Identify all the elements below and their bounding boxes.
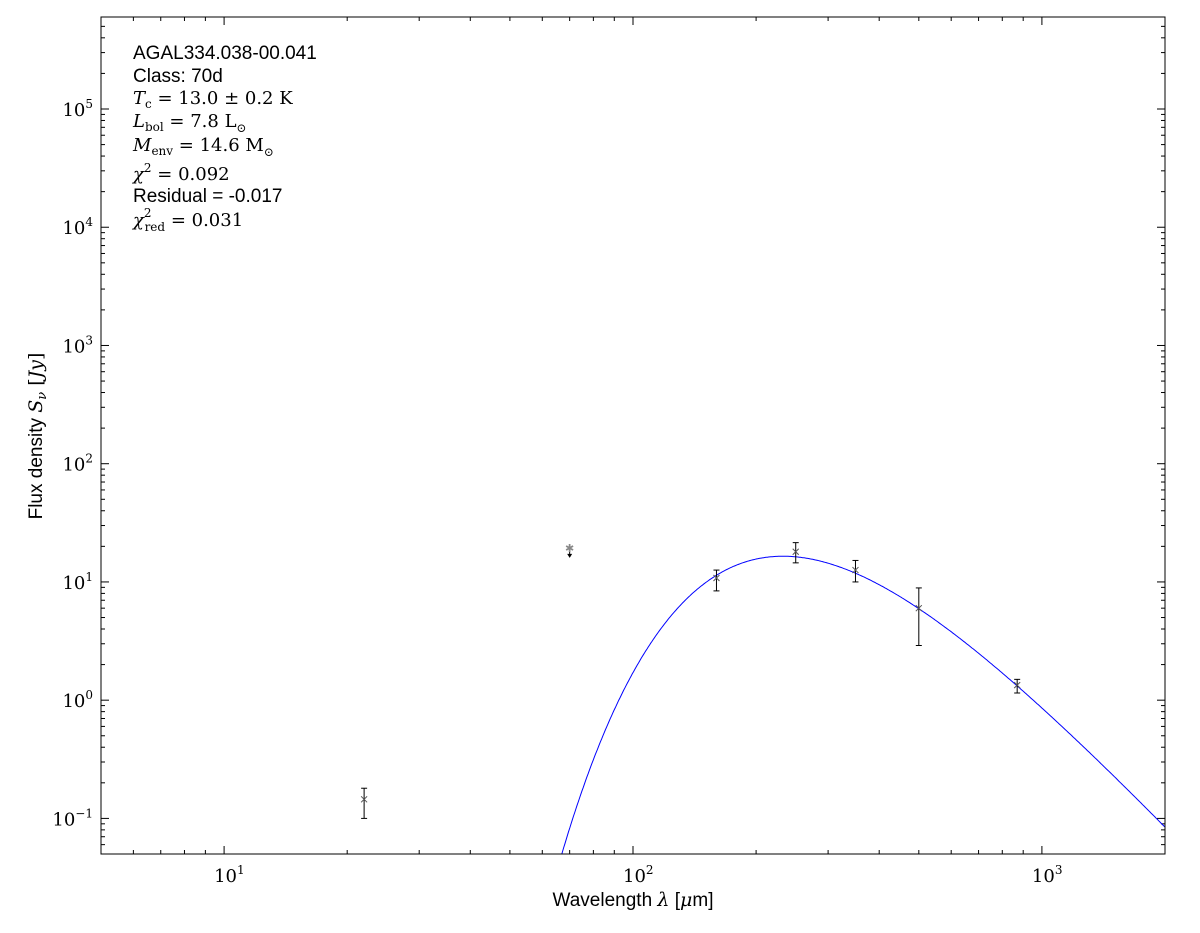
residual-label: Residual = -0.017	[133, 186, 282, 207]
model-curve	[561, 555, 1165, 854]
data-point	[852, 559, 859, 583]
arrow-head-icon	[567, 553, 573, 558]
data-points-layer: ✱	[360, 542, 1021, 819]
data-point	[360, 787, 368, 819]
chi2-label: χ2 = 0.092	[131, 161, 230, 185]
y-tick-label: 105	[62, 97, 93, 121]
x-marker	[713, 574, 720, 582]
x-marker	[915, 604, 923, 612]
x-marker	[792, 548, 800, 556]
data-point	[792, 542, 800, 564]
x-marker	[852, 566, 859, 574]
mass-label: Menv = 14.6 M⊙	[132, 135, 274, 159]
x-marker	[1013, 681, 1021, 689]
x-tick-label: 102	[623, 863, 654, 887]
y-tick-label: 10−1	[52, 806, 93, 830]
model-curve-layer	[561, 555, 1165, 854]
source-class: Class: 70d	[133, 66, 223, 87]
axis-ticks	[100, 16, 1166, 855]
x-tick-label: 103	[1032, 863, 1063, 887]
y-tick-label: 102	[62, 452, 93, 476]
x-axis-label: Wavelength λ [μm]	[553, 889, 714, 911]
x-tick-label: 101	[214, 863, 245, 887]
y-axis-label: Flux density Sν [Jy]	[25, 353, 50, 520]
y-tick-label: 101	[62, 570, 93, 594]
data-point	[713, 569, 720, 592]
data-point	[1013, 678, 1021, 694]
star-marker: ✱	[565, 542, 574, 555]
data-point	[915, 587, 923, 647]
chi2-reduced-label: χ2 red = 0.031	[131, 206, 243, 234]
plot-area	[101, 17, 1165, 854]
y-tick-label: 100	[62, 688, 93, 712]
plot-frame	[100, 16, 1166, 855]
y-tick-label: 104	[62, 215, 93, 239]
annotation-block: AGAL334.038-00.041 Class: 70d Tc = 13.0 …	[131, 43, 317, 234]
luminosity-label: Lbol = 7.8 L⊙	[132, 111, 247, 135]
source-name: AGAL334.038-00.041	[133, 43, 317, 64]
y-tick-label: 103	[62, 333, 93, 357]
tick-labels: 101 102 103 10−1 100 101 102 103 104 105	[52, 97, 1062, 887]
temperature-label: Tc = 13.0 ± 0.2 K	[133, 88, 293, 111]
x-marker	[360, 795, 368, 803]
upper-limit-point: ✱	[565, 542, 574, 558]
